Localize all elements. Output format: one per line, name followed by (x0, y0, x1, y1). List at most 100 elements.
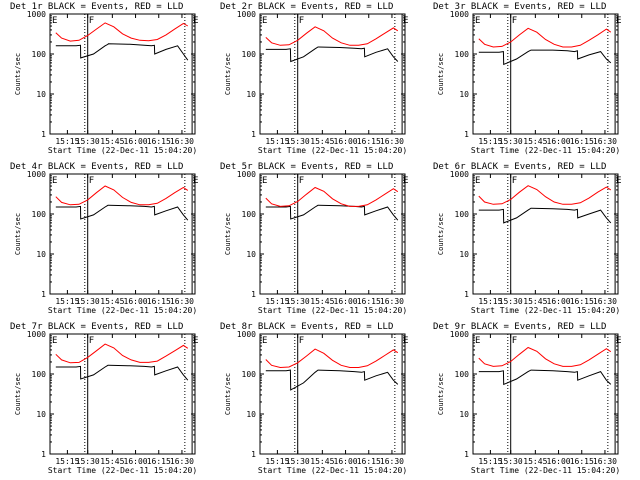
x-axis-label: Start Time (22-Dec-11 15:04:20) (48, 466, 197, 475)
series-lld (55, 185, 189, 206)
x-tick-label: 15:15 (265, 137, 289, 146)
panel-title: Det 9r BLACK = Events, RED = LLD (433, 322, 606, 332)
series-events (478, 49, 612, 66)
x-tick-label: 15:45 (310, 137, 334, 146)
x-tick-label: 16:00 (124, 137, 148, 146)
x-tick-label: 16:30 (593, 457, 617, 466)
y-tick-label: 1 (41, 290, 46, 299)
x-tick-label: 15:30 (499, 457, 523, 466)
x-axis-label: Start Time (22-Dec-11 15:04:20) (258, 306, 407, 315)
x-tick-label: 15:30 (286, 457, 310, 466)
series-lld (265, 26, 399, 46)
series-lld (478, 27, 612, 48)
y-tick-label: 1000 (450, 170, 469, 179)
x-axis-label: Start Time (22-Dec-11 15:04:20) (48, 306, 197, 315)
x-tick-label: 16:00 (124, 457, 148, 466)
y-axis-label: Counts/sec (437, 53, 445, 95)
x-tick-label: 15:30 (76, 137, 100, 146)
x-tick-label: 16:00 (334, 137, 358, 146)
y-tick-label: 1 (251, 450, 256, 459)
marker-label: E (52, 336, 57, 346)
plot-frame (259, 13, 406, 135)
y-tick-label: 1000 (450, 330, 469, 339)
panel-title: Det 8r BLACK = Events, RED = LLD (220, 322, 393, 332)
y-tick-label: 1000 (27, 10, 46, 19)
x-tick-label: 16:00 (334, 297, 358, 306)
x-tick-label: 15:15 (55, 137, 79, 146)
x-tick-label: 16:30 (170, 297, 194, 306)
marker-label: E (262, 336, 267, 346)
marker-label: E (52, 176, 57, 186)
x-tick-label: 16:30 (380, 457, 404, 466)
plot-frame (472, 13, 619, 135)
x-axis-label: Start Time (22-Dec-11 15:04:20) (258, 466, 407, 475)
marker-label: E (403, 336, 408, 346)
series-lld (478, 346, 612, 367)
y-tick-label: 1000 (237, 330, 256, 339)
plot-frame (472, 333, 619, 455)
x-tick-label: 15:30 (76, 457, 100, 466)
x-tick-label: 16:15 (570, 457, 594, 466)
panel-title: Det 1r BLACK = Events, RED = LLD (10, 2, 183, 12)
y-tick-label: 1 (464, 290, 469, 299)
y-tick-label: 10 (246, 90, 256, 99)
x-tick-label: 15:45 (523, 297, 547, 306)
x-tick-label: 16:15 (357, 137, 381, 146)
y-tick-label: 1 (251, 290, 256, 299)
y-tick-label: 10 (459, 90, 469, 99)
y-tick-label: 10 (459, 250, 469, 259)
marker-label: E (262, 16, 267, 26)
marker-label: F (89, 176, 94, 186)
x-tick-label: 15:45 (523, 137, 547, 146)
y-tick-label: 10 (459, 410, 469, 419)
x-tick-label: 15:45 (523, 457, 547, 466)
y-tick-label: 100 (242, 210, 257, 219)
marker-label: F (299, 16, 304, 26)
marker-label: F (512, 336, 517, 346)
x-tick-label: 15:30 (499, 297, 523, 306)
x-tick-label: 15:30 (76, 297, 100, 306)
x-tick-label: 15:30 (286, 137, 310, 146)
series-lld (55, 22, 189, 42)
x-tick-label: 16:00 (547, 297, 571, 306)
marker-label: E (475, 336, 480, 346)
marker-label: E (475, 16, 480, 26)
series-lld (55, 343, 189, 364)
y-tick-label: 1000 (27, 330, 46, 339)
series-events (478, 207, 612, 224)
panel-det-6: Det 6r BLACK = Events, RED = LLD Counts/s… (433, 162, 622, 315)
x-tick-label: 15:45 (100, 137, 124, 146)
marker-label: E (193, 336, 198, 346)
y-tick-label: 1 (251, 130, 256, 139)
panel-det-8: Det 8r BLACK = Events, RED = LLD Counts/s… (220, 322, 409, 475)
series-events (55, 43, 189, 61)
marker-label: E (262, 176, 267, 186)
marker-label: F (512, 16, 517, 26)
y-axis-label: Counts/sec (224, 53, 232, 95)
x-tick-label: 16:30 (593, 297, 617, 306)
x-tick-label: 16:15 (147, 297, 171, 306)
marker-label: E (193, 176, 198, 186)
y-tick-label: 10 (36, 90, 46, 99)
x-axis-label: Start Time (22-Dec-11 15:04:20) (258, 146, 407, 155)
series-events (55, 204, 189, 221)
x-tick-label: 15:45 (310, 297, 334, 306)
series-lld (265, 348, 399, 369)
x-tick-label: 15:15 (55, 297, 79, 306)
y-tick-label: 100 (32, 50, 47, 59)
y-tick-label: 1000 (27, 170, 46, 179)
series-events (55, 364, 189, 381)
y-axis-label: Counts/sec (14, 53, 22, 95)
plot-frame (49, 173, 196, 295)
y-tick-label: 100 (455, 370, 470, 379)
panel-title: Det 5r BLACK = Events, RED = LLD (220, 162, 393, 172)
y-tick-label: 10 (36, 250, 46, 259)
y-tick-label: 1 (464, 450, 469, 459)
y-tick-label: 1 (41, 450, 46, 459)
series-lld (265, 186, 399, 207)
marker-label: E (52, 16, 57, 26)
y-axis-label: Counts/sec (437, 373, 445, 415)
x-tick-label: 16:30 (593, 137, 617, 146)
panel-det-4: Det 4r BLACK = Events, RED = LLD Counts/s… (10, 162, 199, 315)
